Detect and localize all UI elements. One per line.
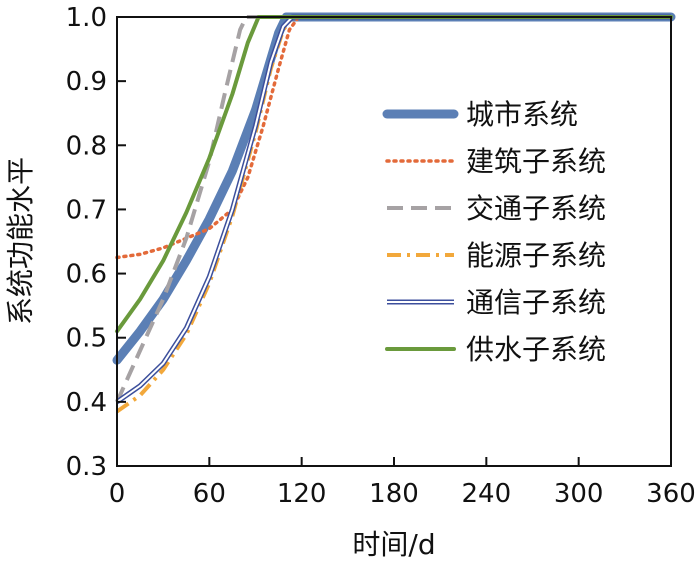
legend-label-3: 能源子系统 [466,239,606,272]
y-tick-label: 0.6 [66,260,107,290]
series-layer [112,12,676,414]
y-tick-label: 0.5 [66,324,107,354]
y-tick-label: 0.3 [66,452,107,482]
legend-label-5: 供水子系统 [466,333,606,366]
legend-entry-0: 城市系统 [382,98,578,131]
legend-entry-5: 供水子系统 [385,333,606,366]
series-line-2 [115,15,671,403]
x-axis-title: 时间/d [352,528,435,561]
series-1 [115,15,673,260]
y-tick-label: 0.9 [66,67,107,97]
series-2 [115,15,671,403]
legend-label-2: 交通子系统 [466,192,606,225]
legend-entry-1: 建筑子系统 [385,145,606,178]
x-tick-label: 360 [646,479,696,509]
legend-entry-3: 能源子系统 [387,239,606,272]
series-4 [115,14,671,404]
x-tick-label: 240 [462,479,512,509]
legend-label-1: 建筑子系统 [466,145,606,178]
series-line-5 [115,15,673,334]
y-tick-label: 0.4 [66,388,107,418]
y-tick-label: 1.0 [66,3,107,33]
legend-label-4: 通信子系统 [466,286,606,319]
x-tick-label: 300 [554,479,604,509]
legend-entry-4: 通信子系统 [387,286,606,319]
series-5 [115,15,673,334]
legend-label-0: 城市系统 [466,98,578,131]
ticks-layer: 0 60 120 180 240 300 360 0.3 0.4 0.5 0.6 0.7 0.8 0.9 1… [66,3,696,509]
y-axis-title: 系统功能水平 [4,157,37,325]
x-tick-label: 0 [109,479,126,509]
x-tick-label: 180 [369,479,419,509]
legend-entry-2: 交通子系统 [387,192,606,225]
series-line-4-inner [116,16,671,403]
x-tick-label: 120 [277,479,327,509]
y-tick-label: 0.8 [66,131,107,161]
x-tick-label: 60 [193,479,226,509]
series-line-1 [115,15,673,260]
y-tick-label: 0.7 [66,195,107,225]
